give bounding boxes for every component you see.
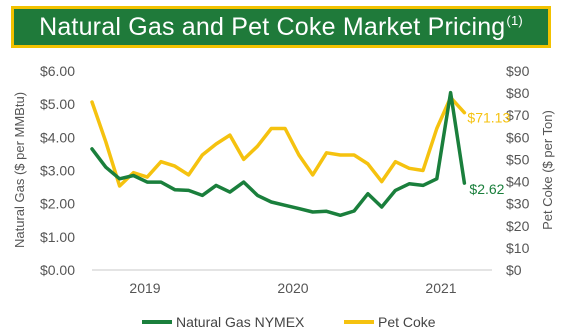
left-tick-label: $5.00	[40, 96, 75, 112]
left-tick-label: $4.00	[40, 129, 75, 145]
x-tick-label: 2021	[425, 280, 456, 296]
right-tick-label: $70	[506, 107, 530, 123]
natural-gas-end-label: $2.62	[469, 181, 504, 197]
legend: Natural Gas NYMEX Pet Coke	[142, 314, 436, 330]
series-layer: $2.62 $71.13	[90, 90, 510, 218]
right-tick-label: $90	[506, 63, 530, 79]
x-tick-label: 2020	[277, 280, 308, 296]
title-banner: Natural Gas and Pet Coke Market Pricing(…	[11, 6, 551, 48]
title-footnote: (1)	[506, 13, 523, 29]
right-tick-label: $50	[506, 151, 530, 167]
legend-natural-gas-label: Natural Gas NYMEX	[176, 314, 305, 330]
left-axis-title: Natural Gas ($ per MMBtu)	[12, 92, 27, 248]
right-tick-label: $40	[506, 174, 530, 190]
left-tick-label: $6.00	[40, 63, 75, 79]
right-tick-label: $30	[506, 196, 530, 212]
left-tick-label: $1.00	[40, 229, 75, 245]
pet-coke-end-label: $71.13	[467, 110, 510, 126]
left-tick-label: $3.00	[40, 163, 75, 179]
right-tick-label: $10	[506, 240, 530, 256]
right-tick-label: $80	[506, 85, 530, 101]
right-tick-label: $60	[506, 129, 530, 145]
right-tick-label: $20	[506, 218, 530, 234]
chart-title: Natural Gas and Pet Coke Market Pricing(…	[39, 12, 523, 41]
pet-coke-line	[90, 95, 467, 188]
legend-pet-coke-label: Pet Coke	[378, 314, 436, 330]
axes: $0.00 $1.00 $2.00 $3.00 $4.00 $5.00 $6.00 $0 $10…	[12, 63, 555, 296]
left-tick-label: $0.00	[40, 262, 75, 278]
natural-gas-line	[90, 90, 467, 218]
left-tick-label: $2.00	[40, 196, 75, 212]
right-tick-label: $0	[506, 262, 522, 278]
x-tick-label: 2019	[129, 280, 160, 296]
right-axis-title: Pet Coke ($ per Ton)	[540, 110, 555, 230]
